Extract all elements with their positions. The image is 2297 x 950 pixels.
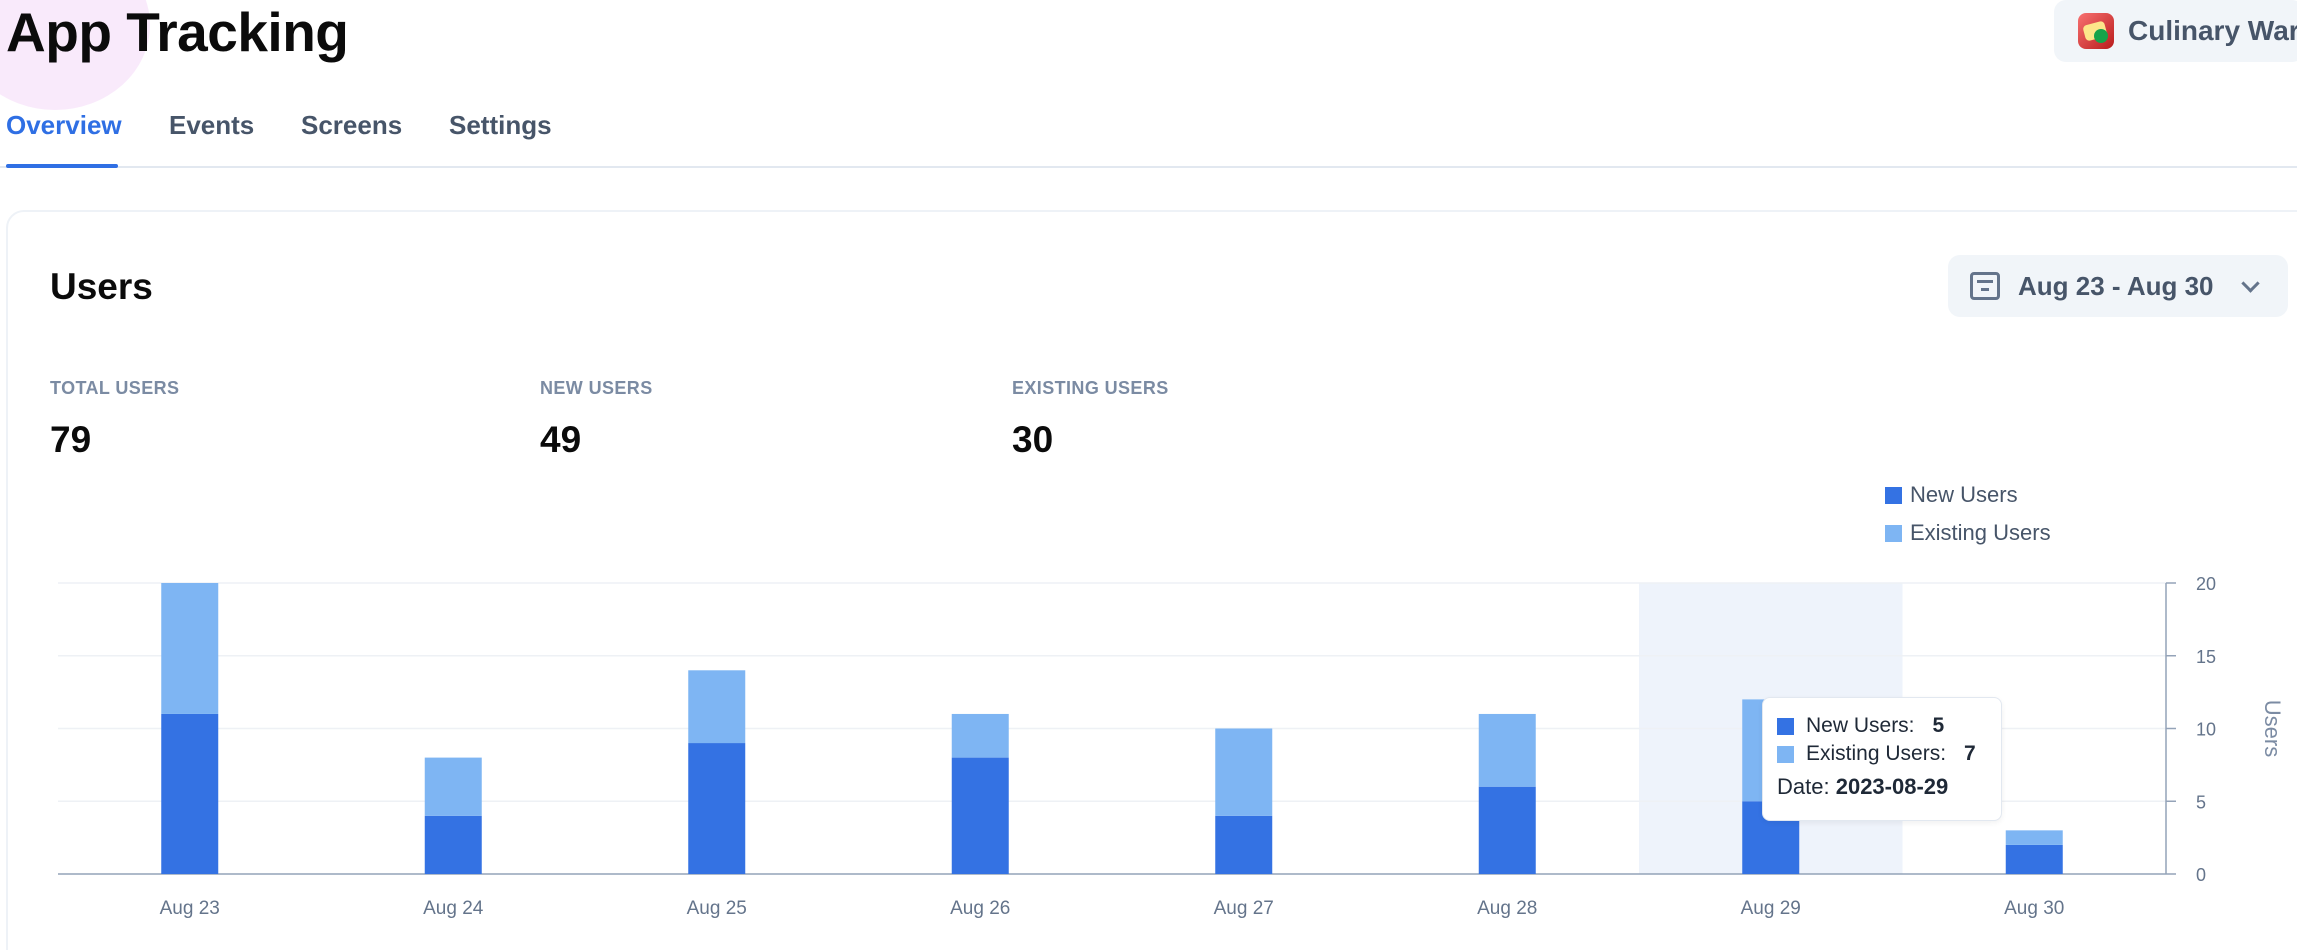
app-name: Culinary War <box>2128 15 2297 46</box>
tooltip-date: Date: 2023-08-29 <box>1777 774 1987 800</box>
bar-new-users <box>1478 786 1536 874</box>
bar-new-users <box>1215 815 1273 874</box>
bar-existing-users <box>2005 830 2063 845</box>
bar-existing-users <box>1215 728 1273 816</box>
legend-label: New Users <box>1910 482 2018 507</box>
active-tab-indicator <box>6 164 118 168</box>
tooltip-label: Existing Users: <box>1806 742 1947 765</box>
stat-label: EXISTING USERS <box>1012 378 1169 398</box>
stat-label: TOTAL USERS <box>50 378 180 398</box>
tooltip-swatch <box>1777 745 1794 763</box>
card-title: Users <box>50 266 153 307</box>
tooltip-date-label: Date: <box>1777 774 1830 799</box>
tab-overview[interactable]: Overview <box>6 110 122 140</box>
x-tick-label: Aug 30 <box>2004 898 2064 919</box>
stat-value: 30 <box>1012 419 1054 460</box>
stat-total-users: TOTAL USERS 79 <box>50 378 179 461</box>
legend-item-new-users[interactable]: New Users <box>1885 476 2051 514</box>
x-tick-label: Aug 27 <box>1214 898 1274 919</box>
x-tick-label: Aug 28 <box>1477 898 1537 919</box>
tooltip-value: 7 <box>1964 742 1976 765</box>
bar-existing-users <box>1478 713 1536 787</box>
x-tick-label: Aug 24 <box>423 898 484 919</box>
bar-new-users <box>688 743 746 874</box>
x-tick-label: Aug 25 <box>687 898 747 919</box>
legend-label: Existing Users <box>1910 520 2051 545</box>
y-tick-label: 20 <box>2196 574 2216 594</box>
y-tick-label: 15 <box>2196 647 2216 667</box>
x-tick-label: Aug 26 <box>950 898 1010 919</box>
tooltip-date-value: 2023-08-29 <box>1835 774 1949 799</box>
date-range-picker[interactable]: Aug 23 - Aug 30 <box>1948 255 2288 317</box>
stat-existing-users: EXISTING USERS 30 <box>1012 378 1169 461</box>
x-tick-label: Aug 29 <box>1741 898 1801 919</box>
stat-new-users: NEW USERS 49 <box>540 378 653 461</box>
bar-new-users <box>951 757 1009 874</box>
chevron-down-icon <box>2240 273 2260 293</box>
tooltip-label: New Users: <box>1806 714 1915 737</box>
users-card <box>6 210 2297 950</box>
bar-existing-users <box>424 757 482 816</box>
app-selector[interactable]: Culinary War <box>2054 0 2297 62</box>
legend-swatch <box>1885 486 1902 504</box>
legend-swatch <box>1885 524 1902 542</box>
stat-value: 79 <box>50 419 92 460</box>
chart-tooltip: New Users: 5 Existing Users: 7 Date: 202… <box>1762 697 2002 821</box>
tab-bar: Overview Events Screens Settings <box>0 104 2297 168</box>
bar-existing-users <box>161 583 219 714</box>
y-tick-label: 10 <box>2196 720 2216 740</box>
app-thumbnail-icon <box>2078 13 2114 49</box>
tooltip-value: 5 <box>1932 714 1945 737</box>
x-tick-label: Aug 23 <box>160 898 220 919</box>
tab-settings[interactable]: Settings <box>449 110 552 140</box>
tab-screens[interactable]: Screens <box>301 110 403 140</box>
y-axis-label: Users <box>2260 700 2285 757</box>
y-tick-label: 0 <box>2196 865 2206 885</box>
tab-events[interactable]: Events <box>169 110 255 140</box>
bar-new-users <box>424 815 482 874</box>
bar-existing-users <box>688 670 746 744</box>
tooltip-swatch <box>1777 717 1794 735</box>
tooltip-row-new-users: New Users: 5 <box>1777 712 1987 740</box>
stat-value: 49 <box>540 419 582 460</box>
calendar-icon <box>1970 272 2000 300</box>
y-tick-label: 5 <box>2196 792 2206 812</box>
bar-existing-users <box>951 713 1009 758</box>
legend-item-existing-users[interactable]: Existing Users <box>1885 514 2051 552</box>
date-range-label: Aug 23 - Aug 30 <box>2018 270 2214 301</box>
chart-legend: New Users Existing Users <box>1885 476 2051 552</box>
bar-new-users <box>2005 844 2063 874</box>
bar-new-users <box>161 713 219 874</box>
users-bar-chart: 0 5 10 15 20 Users Aug 23 Aug 24 Aug 25 Aug 26 Aug… <box>58 574 2285 919</box>
page-title: App Tracking <box>6 1 349 63</box>
stat-label: NEW USERS <box>540 378 653 398</box>
tooltip-row-existing-users: Existing Users: 7 <box>1777 740 1987 768</box>
